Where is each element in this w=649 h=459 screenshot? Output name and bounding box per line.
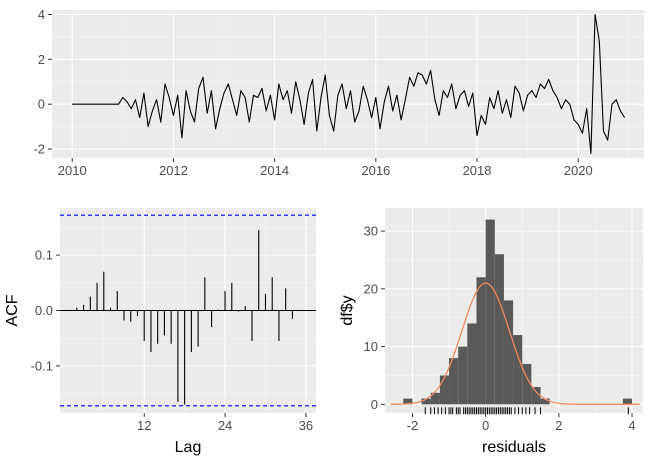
histogram-bar	[494, 254, 504, 405]
histogram-bar	[622, 398, 633, 405]
y-tick-label: 0	[38, 97, 45, 112]
panel-background	[52, 10, 644, 158]
y-axis-label: df$y	[339, 295, 356, 325]
x-tick-label: 4	[628, 418, 635, 433]
histogram-bar	[503, 300, 514, 405]
histogram-bar	[458, 346, 468, 405]
x-tick-label: -2	[407, 418, 419, 433]
x-tick-label: 2	[555, 418, 562, 433]
x-tick-label: 2018	[463, 163, 492, 178]
y-tick-label: 2	[38, 52, 45, 67]
histogram-bar	[540, 398, 550, 405]
acf-panel: 12 24 36 -0.1 0.0 0.1 Lag ACF	[4, 208, 316, 456]
x-tick-label: 24	[218, 418, 232, 433]
x-tick-label: 2010	[58, 163, 87, 178]
y-axis-label: ACF	[4, 294, 21, 326]
histogram-bar	[476, 277, 486, 405]
histogram-bar	[421, 398, 431, 405]
x-tick-label: 12	[137, 418, 151, 433]
histogram-bar	[467, 323, 477, 405]
x-tick-label: 2016	[361, 163, 390, 178]
x-tick-label: 2020	[564, 163, 593, 178]
x-axis-label: Lag	[175, 439, 202, 456]
histogram-bar	[485, 219, 495, 405]
x-tick-label: 2014	[260, 163, 289, 178]
y-tick-label: 0.0	[35, 303, 53, 318]
histogram-bar	[513, 335, 523, 405]
y-tick-label: 10	[364, 339, 378, 354]
y-tick-label: -2	[33, 142, 45, 157]
histogram-bar	[449, 358, 459, 405]
x-axis-label: residuals	[482, 439, 546, 456]
histogram-bar	[403, 398, 413, 405]
timeseries-panel: 2010 2012 2014 2016 2018 2020 -2 0 2 4	[33, 7, 644, 178]
y-tick-label: 4	[38, 7, 45, 22]
y-tick-label: 30	[364, 224, 378, 239]
histogram-bar	[522, 363, 532, 405]
y-tick-label: 0	[371, 397, 378, 412]
y-tick-label: 20	[364, 281, 378, 296]
histogram-panel: -2 0 2 4 0 10 20 30 residuals df$y	[339, 208, 643, 456]
x-tick-label: 0	[482, 418, 489, 433]
y-tick-label: -0.1	[31, 358, 53, 373]
histogram-bar	[430, 392, 440, 405]
histogram-bar	[439, 375, 450, 405]
density-curve	[390, 282, 640, 405]
x-tick-label: 2012	[159, 163, 188, 178]
x-tick-label: 36	[299, 418, 313, 433]
histogram-bar	[531, 387, 541, 405]
series-line	[72, 13, 626, 155]
y-tick-label: 0.1	[35, 248, 53, 263]
